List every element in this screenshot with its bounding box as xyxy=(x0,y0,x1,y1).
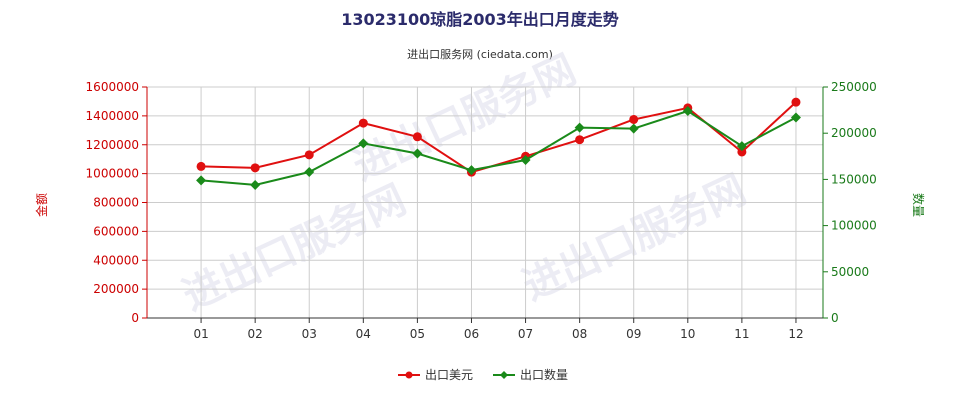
watermark-text: 进出口服务网 xyxy=(176,177,413,320)
series-point-2 xyxy=(304,167,315,178)
series-point-1 xyxy=(575,135,585,145)
x-tick-label: 05 xyxy=(410,327,425,341)
series-point-1 xyxy=(250,163,260,173)
x-tick-label: 01 xyxy=(193,327,208,341)
series-point-1 xyxy=(412,132,422,142)
y-left-tick-label: 400000 xyxy=(93,253,139,267)
x-tick-label: 03 xyxy=(302,327,317,341)
series-point-2 xyxy=(736,141,747,152)
y-left-tick-label: 0 xyxy=(131,311,139,325)
y-right-tick-label: 200000 xyxy=(831,126,877,140)
y-axis-right-label: 数量 xyxy=(911,193,926,217)
series-point-2 xyxy=(196,175,207,186)
series-point-2 xyxy=(412,148,423,159)
series-layer xyxy=(196,97,801,190)
y-right-tick-label: 100000 xyxy=(831,219,877,233)
legend-label-2[interactable]: 出口数量 xyxy=(520,367,568,382)
series-point-1 xyxy=(358,118,368,128)
series-point-1 xyxy=(304,150,314,160)
y-left-tick-label: 800000 xyxy=(93,196,139,210)
series-line-2 xyxy=(200,109,797,186)
y-right-tick-label: 50000 xyxy=(831,265,869,279)
y-left-tick-label: 1600000 xyxy=(86,80,139,94)
series-point-1 xyxy=(196,161,206,171)
series-point-2 xyxy=(790,112,801,123)
series-point-2 xyxy=(466,165,477,176)
x-tick-label: 09 xyxy=(626,327,641,341)
y-left-tick-label: 1200000 xyxy=(86,138,139,152)
y-right-tick-label: 0 xyxy=(831,311,839,325)
left-axis-ticks: 0 200000 400000 600000 800000 1000000 1200000 1… xyxy=(86,80,147,325)
series-point-2 xyxy=(250,179,261,190)
y-left-tick-label: 1400000 xyxy=(86,109,139,123)
series-point-2 xyxy=(682,106,693,117)
y-left-tick-label: 1000000 xyxy=(86,167,139,181)
chart-subtitle: 进出口服务网 (ciedata.com) xyxy=(407,47,553,61)
y-left-tick-label: 600000 xyxy=(93,224,139,238)
x-tick-label: 06 xyxy=(464,327,479,341)
x-tick-label: 08 xyxy=(572,327,587,341)
x-axis-ticks: 01 02 03 04 05 06 07 08 09 10 11 12 xyxy=(193,318,804,341)
series-point-2 xyxy=(574,122,585,133)
legend-marker-2 xyxy=(500,371,508,379)
series-point-2 xyxy=(628,123,639,134)
legend[interactable]: 出口美元 出口数量 xyxy=(398,367,568,382)
series-point-1 xyxy=(791,97,801,107)
series-point-1 xyxy=(629,114,639,124)
x-tick-label: 11 xyxy=(734,327,749,341)
legend-marker-1 xyxy=(405,371,413,379)
x-tick-label: 12 xyxy=(788,327,803,341)
chart-title: 13023100琼脂2003年出口月度走势 xyxy=(341,10,619,29)
right-axis-ticks: 0 50000 100000 150000 200000 250000 xyxy=(823,80,877,325)
y-right-tick-label: 250000 xyxy=(831,80,877,94)
y-right-tick-label: 150000 xyxy=(831,172,877,186)
x-tick-label: 02 xyxy=(248,327,263,341)
x-tick-label: 07 xyxy=(518,327,533,341)
series-point-2 xyxy=(358,138,369,149)
x-tick-label: 04 xyxy=(356,327,371,341)
y-left-tick-label: 200000 xyxy=(93,282,139,296)
series-point-1 xyxy=(737,147,747,157)
watermark-text: 进出口服务网 xyxy=(516,167,753,310)
x-tick-label: 10 xyxy=(680,327,695,341)
series-point-2 xyxy=(520,154,531,165)
legend-label-1[interactable]: 出口美元 xyxy=(425,368,473,382)
y-axis-left-label: 金额 xyxy=(34,193,49,217)
